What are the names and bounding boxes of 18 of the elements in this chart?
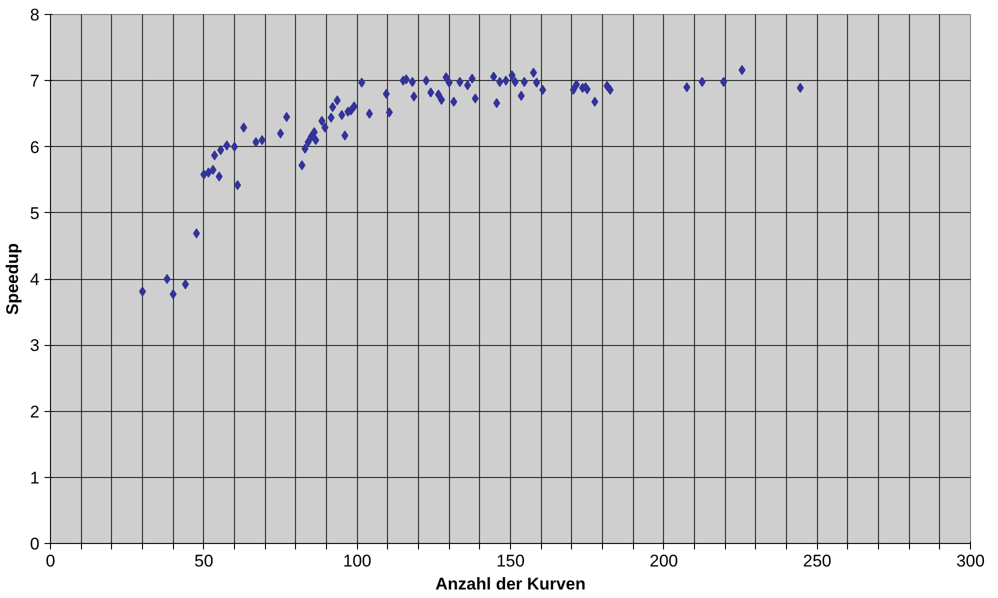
x-tick-label: 100	[342, 552, 372, 570]
x-tick-label: 50	[194, 552, 214, 570]
y-axis-title: Speedup	[3, 243, 22, 315]
x-tick-label: 300	[956, 552, 985, 570]
y-tick-label: 8	[30, 6, 40, 24]
y-tick-label: 0	[30, 534, 40, 554]
y-tick-label: 1	[30, 468, 40, 488]
y-tick-label: 7	[30, 72, 40, 91]
x-tick-label: 250	[802, 552, 832, 570]
y-tick-label: 6	[30, 138, 40, 157]
y-tick-label: 5	[30, 204, 40, 223]
x-tick-label: 200	[650, 552, 678, 570]
x-tick-label: 0	[46, 552, 56, 570]
y-tick-label: 2	[30, 402, 40, 422]
y-tick-label: 3	[30, 336, 40, 356]
x-tick-label: 150	[496, 552, 525, 570]
y-tick-label: 4	[30, 270, 40, 289]
x-axis-title: Anzahl der Kurven	[435, 574, 586, 594]
